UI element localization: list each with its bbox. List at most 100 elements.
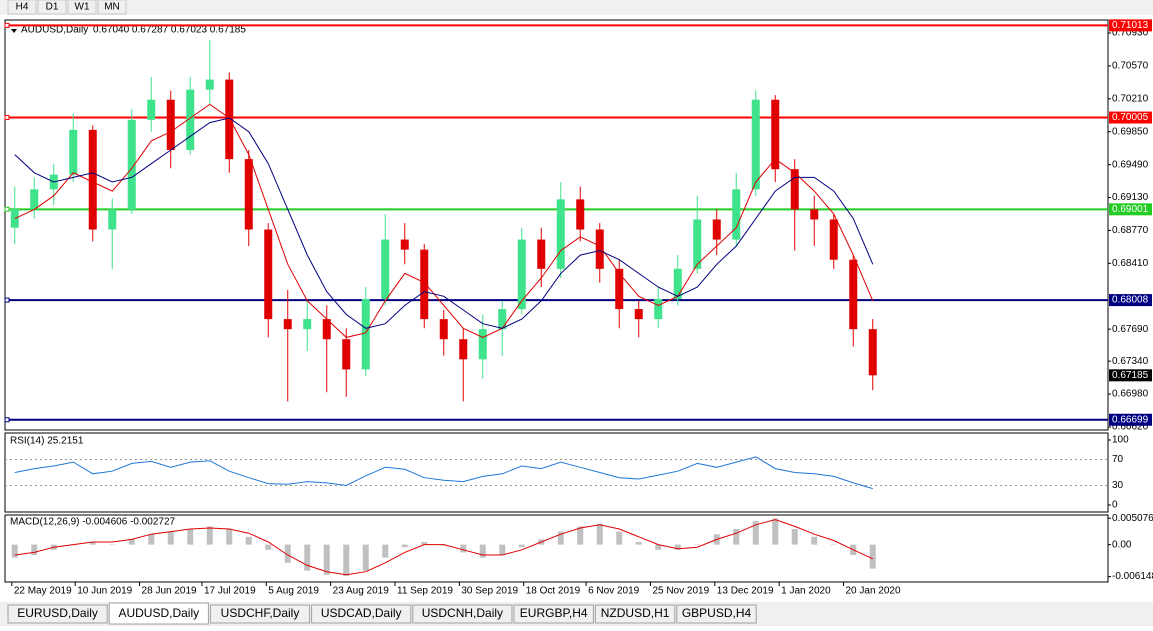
macd-bar [674,544,681,550]
macd-bar [811,536,818,545]
y-tick-label: 0.67340 [1112,356,1149,367]
macd-panel [4,514,1109,583]
y-tick-label: 0.70570 [1112,61,1149,72]
candle-body [400,239,409,250]
symbol-tab[interactable] [209,604,311,624]
x-tick-label: 30 Sep 2019 [461,586,518,597]
timeframe-button[interactable] [7,0,37,15]
y-tick-label: 0.67690 [1112,324,1149,335]
candle-body [420,249,429,320]
symbol-tab-label[interactable]: AUDUSD,Daily [118,606,199,620]
candle-body [322,319,331,340]
symbol-tab-label[interactable]: EURGBP,H4 [520,606,588,620]
macd-bar [265,544,272,550]
macd-bar [148,534,155,545]
candle-body [88,129,97,230]
y-tick-label: 0.70930 [1112,28,1149,39]
symbol-tab[interactable] [513,604,594,624]
candle-body [829,219,838,260]
x-tick-label: 10 Jun 2019 [77,586,132,597]
level-label-box [1109,19,1152,32]
macd-bar [401,544,408,548]
rsi-title: RSI(14) 25.2151 [10,436,84,447]
symbol-tab-label[interactable]: GBPUSD,H4 [682,606,752,620]
timeframe-label[interactable]: MN [104,2,120,13]
macd-bar [440,544,447,546]
candle-body [10,209,19,228]
toolbar [0,0,1153,15]
timeframe-button[interactable] [67,0,97,15]
candle-body [732,189,741,240]
y-tick-label: 0.70210 [1112,93,1149,104]
candle-body [205,79,214,90]
level-label: 0.68008 [1112,295,1149,306]
level-handle [4,417,10,423]
timeframe-label[interactable]: W1 [75,2,90,13]
macd-bar [460,544,467,553]
candle-body [108,209,117,230]
timeframe-label[interactable]: H4 [16,2,29,13]
symbol-tab-label[interactable]: EURUSD,Daily [17,606,98,620]
candle-body [751,99,760,190]
price-panel [4,19,1109,431]
symbol-tab-label[interactable]: USDCNH,Daily [422,606,503,620]
x-tick-label: 6 Nov 2019 [588,586,640,597]
candle-body [459,339,468,360]
rsi-panel [4,432,1109,513]
moving-average [14,117,874,329]
macd-bar [733,529,740,545]
candle-body [654,299,663,320]
level-label: 0.71013 [1112,20,1149,31]
macd-bar [323,544,330,575]
level-label-box [1109,294,1152,307]
macd-bar [128,539,135,545]
macd-bar [869,544,876,569]
candle-body [361,299,370,370]
candle-body [595,229,604,269]
candle-body [264,229,273,320]
y-tick-label: 0.69850 [1112,126,1149,137]
macd-bar [284,544,291,563]
symbol-tab[interactable] [594,604,676,624]
macd-bar [11,544,18,558]
macd-bar [791,529,798,545]
macd-bar [752,521,759,545]
candle-body [517,239,526,310]
symbol-tab[interactable] [676,604,757,624]
macd-bar [616,531,623,545]
symbol-tab[interactable] [412,604,513,624]
symbol-tab-label[interactable]: USDCHF,Daily [221,606,300,620]
candle-body [537,239,546,269]
macd-bar [577,526,584,545]
timeframe-label[interactable]: D1 [46,2,59,13]
candle-body [283,319,292,330]
x-tick-label: 18 Oct 2019 [526,586,581,597]
macd-bar [557,531,564,545]
macd-bar [655,544,662,550]
y-tick-label: 0.69130 [1112,192,1149,203]
level-handle [4,22,10,28]
symbol-tab[interactable] [7,604,108,624]
macd-bar [635,542,642,545]
macd-bar [362,544,369,571]
timeframe-button[interactable] [37,0,67,15]
y-tick-label: 70 [1112,454,1124,465]
macd-bar [830,544,837,546]
candle-body [30,189,39,210]
macd-bar [382,544,389,558]
candle-body [576,199,585,230]
candle-body [303,319,312,330]
macd-bar [772,518,779,545]
symbol-tab[interactable] [108,602,209,625]
level-handle [4,115,10,121]
level-label-box [1109,203,1152,216]
last-price-box [1109,369,1152,382]
symbol-tab-label[interactable]: USDCAD,Daily [321,606,402,620]
y-tick-label: 100 [1112,435,1129,446]
symbol-tab-label[interactable]: NZDUSD,H1 [601,606,670,620]
timeframe-button[interactable] [97,0,127,15]
symbol-tab[interactable] [311,604,412,624]
macd-bar [31,544,38,556]
